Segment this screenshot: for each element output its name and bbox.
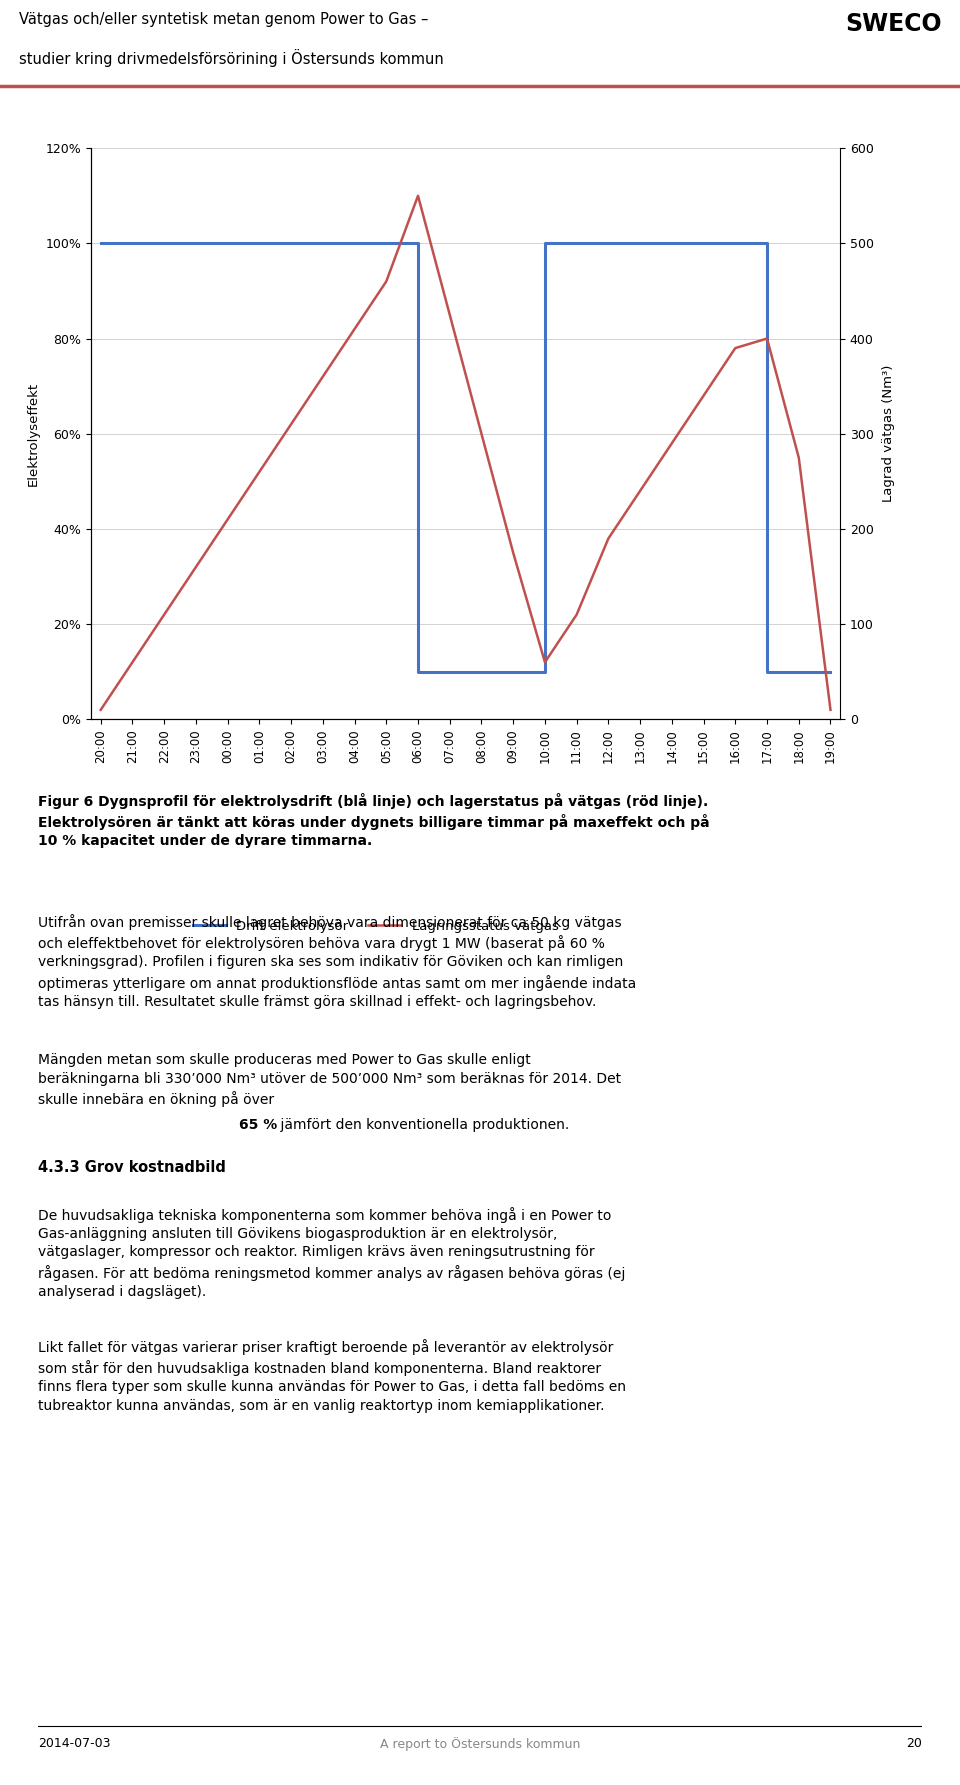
Drift elektrolysör (444, 660, 455, 682)
Y-axis label: Elektrolyseffekt: Elektrolyseffekt (27, 382, 40, 486)
Lagringsstatus vätgas (222, 509, 233, 530)
Lagringsstatus vätgas (793, 446, 804, 468)
Drift elektrolysör (571, 232, 583, 253)
Text: studier kring drivmedelsförsörining i Östersunds kommun: studier kring drivmedelsförsörining i Ös… (19, 50, 444, 68)
Drift elektrolysör (190, 232, 202, 253)
Text: De huvudsakliga tekniska komponenterna som kommer behöva ingå i en Power to
Gas-: De huvudsakliga tekniska komponenterna s… (38, 1207, 626, 1299)
Lagringsstatus vätgas (666, 432, 678, 453)
Text: SWECO: SWECO (845, 12, 942, 36)
Lagringsstatus vätgas (476, 423, 488, 444)
Y-axis label: Lagrad vätgas (Nm³): Lagrad vätgas (Nm³) (882, 366, 895, 502)
Drift elektrolysör (540, 232, 551, 253)
Drift elektrolysör (158, 232, 170, 253)
Lagringsstatus vätgas (635, 480, 646, 502)
Lagringsstatus vätgas (508, 543, 519, 564)
Text: 20: 20 (905, 1737, 922, 1749)
Drift elektrolysör (222, 232, 233, 253)
Lagringsstatus vätgas (540, 652, 551, 673)
Drift elektrolysör (127, 232, 138, 253)
Lagringsstatus vätgas (444, 303, 455, 325)
Lagringsstatus vätgas (348, 318, 360, 339)
Drift elektrolysör (793, 660, 804, 682)
Drift elektrolysör (317, 232, 328, 253)
Lagringsstatus vätgas (95, 700, 107, 721)
Lagringsstatus vätgas (730, 337, 741, 359)
Drift elektrolysör (666, 232, 678, 253)
Text: Mängden metan som skulle produceras med Power to Gas skulle enligt
beräkningarna: Mängden metan som skulle produceras med … (38, 1053, 621, 1107)
Line: Drift elektrolysör: Drift elektrolysör (101, 243, 830, 671)
Drift elektrolysör (348, 232, 360, 253)
Lagringsstatus vätgas (158, 603, 170, 625)
Text: 2014-07-03: 2014-07-03 (38, 1737, 111, 1749)
Lagringsstatus vätgas (603, 528, 614, 550)
Drift elektrolysör (95, 232, 107, 253)
Lagringsstatus vätgas (412, 186, 423, 207)
Drift elektrolysör (825, 660, 836, 682)
Text: Likt fallet för vätgas varierar priser kraftigt beroende på leverantör av elektr: Likt fallet för vätgas varierar priser k… (38, 1339, 626, 1412)
Drift elektrolysör (508, 660, 519, 682)
Lagringsstatus vätgas (761, 328, 773, 350)
Drift elektrolysör (412, 660, 423, 682)
Drift elektrolysör (380, 232, 392, 253)
Drift elektrolysör (603, 232, 614, 253)
Lagringsstatus vätgas (317, 366, 328, 387)
Drift elektrolysör (476, 660, 488, 682)
Text: Figur 6 Dygnsprofil för elektrolysdrift (blå linje) och lagerstatus på vätgas (r: Figur 6 Dygnsprofil för elektrolysdrift … (38, 793, 710, 848)
Text: Vätgas och/eller syntetisk metan genom Power to Gas –: Vätgas och/eller syntetisk metan genom P… (19, 12, 428, 27)
Lagringsstatus vätgas (190, 557, 202, 578)
Drift elektrolysör (761, 660, 773, 682)
Text: 65 %: 65 % (239, 1117, 277, 1132)
Drift elektrolysör (635, 232, 646, 253)
Lagringsstatus vätgas (380, 271, 392, 293)
Drift elektrolysör (285, 232, 297, 253)
Text: jämfört den konventionella produktionen.: jämfört den konventionella produktionen. (276, 1117, 568, 1132)
Drift elektrolysör (253, 232, 265, 253)
Line: Lagringsstatus vätgas: Lagringsstatus vätgas (101, 196, 830, 710)
Lagringsstatus vätgas (825, 700, 836, 721)
Lagringsstatus vätgas (127, 652, 138, 673)
Drift elektrolysör (698, 232, 709, 253)
Drift elektrolysör (730, 232, 741, 253)
Lagringsstatus vätgas (571, 603, 583, 625)
Lagringsstatus vätgas (253, 461, 265, 482)
Legend: Drift elektrolysör, Lagringsstatus vätgas: Drift elektrolysör, Lagringsstatus vätga… (187, 914, 564, 937)
Text: A report to Östersunds kommun: A report to Östersunds kommun (380, 1737, 580, 1751)
Lagringsstatus vätgas (698, 386, 709, 407)
Lagringsstatus vätgas (285, 414, 297, 436)
Text: Utifrån ovan premisser skulle lagret behöva vara dimensionerat för ca 50 kg vätg: Utifrån ovan premisser skulle lagret beh… (38, 914, 636, 1009)
Text: 4.3.3 Grov kostnadbild: 4.3.3 Grov kostnadbild (38, 1160, 227, 1175)
